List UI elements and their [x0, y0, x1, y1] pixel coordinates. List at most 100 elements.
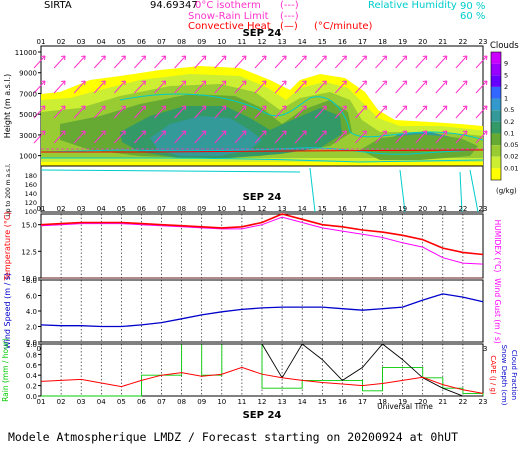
legend-convective-unit: (°C/minute)	[314, 21, 373, 32]
y-tick-label: 8.0	[26, 277, 37, 285]
bottom-hour-tick: 21	[438, 398, 447, 406]
wind-arrow-head	[462, 130, 468, 136]
top-hour-tick: 15	[318, 38, 327, 46]
wind-arrow	[214, 105, 227, 119]
wind-arrow-head	[362, 130, 367, 136]
wind-arrow	[93, 55, 106, 69]
humidex-ylabel: HUMIDEX (°C)	[493, 220, 502, 273]
colorbar-tick: 0.1	[504, 129, 514, 137]
wind-arrow-head	[181, 80, 187, 86]
mid-hour-tick: 01	[37, 205, 46, 213]
wind-arrow	[475, 130, 488, 144]
wind-arrow-head	[362, 55, 367, 61]
wind-arrow	[375, 80, 387, 94]
wind-arrow	[435, 105, 448, 119]
wind-arrow-head	[61, 105, 66, 111]
top-hour-tick: 17	[358, 38, 367, 46]
wind-arrow	[294, 80, 307, 94]
y-tick-label: 5000	[19, 111, 37, 119]
wind-arrow	[314, 130, 327, 144]
wind-arrow-head	[302, 80, 307, 86]
wind-arrow-head	[302, 130, 307, 136]
wind-arrow-head	[221, 130, 227, 136]
colorbar-tick: 0.01	[504, 164, 518, 172]
wind-arrow	[274, 80, 287, 94]
mid-hour-tick: 11	[237, 205, 246, 213]
wind-arrow-head	[422, 55, 428, 61]
wind-arrow-head	[40, 55, 46, 61]
mid-hour-tick: 14	[298, 205, 307, 213]
top-hour-tick: 07	[157, 38, 166, 46]
date-label-bottom: SEP 24	[243, 410, 282, 421]
wind-arrow-head	[462, 80, 468, 86]
wind-arrow	[475, 80, 488, 94]
wind-arrow-head	[221, 80, 227, 86]
wind-arrow-head	[201, 105, 207, 111]
wind-arrow-head	[40, 80, 46, 86]
wind-gust-ylabel: Wind Gust (m / s)	[493, 278, 502, 343]
legend-snow-rain-symbol: (---)	[280, 11, 299, 22]
wind-arrow-head	[141, 105, 146, 111]
bottom-hour-tick: 10	[217, 398, 226, 406]
cloud-ylabel: Height (m a.s.l.)	[3, 74, 12, 139]
date-label-mid: SEP 24	[243, 192, 282, 203]
bottom-hour-tick: 11	[237, 398, 246, 406]
wind-arrow	[134, 105, 146, 119]
top-hour-tick: 11	[237, 38, 246, 46]
wind-arrow-head	[40, 105, 46, 111]
wind-arrow	[194, 130, 207, 144]
wind-arrow-head	[121, 55, 126, 61]
top-hour-tick: 19	[398, 38, 407, 46]
y-tick-label: 11000	[15, 49, 37, 57]
legend-convective: Convective Heat	[188, 21, 271, 32]
bottom-hour-tick: 16	[338, 398, 347, 406]
colorbar-swatch	[491, 145, 501, 157]
colorbar-tick: 0.05	[504, 141, 518, 149]
top-hour-tick: 01	[37, 38, 46, 46]
legend-rh-90: 90 %	[460, 1, 485, 12]
wind-arrow	[73, 105, 86, 119]
colorbar-swatch	[491, 52, 501, 64]
legend-snow-rain: Snow-Rain Limit	[188, 11, 269, 22]
wind-arrow	[274, 105, 287, 119]
wind-arrow	[435, 130, 448, 144]
wind-arrow-head	[40, 130, 46, 136]
snow-depth-line	[41, 343, 484, 397]
wind-arrow-head	[241, 130, 247, 136]
wind-arrow-head	[221, 55, 227, 61]
wind-arrow	[53, 80, 66, 94]
top-hour-tick: 06	[137, 38, 146, 46]
colorbar-swatch	[491, 168, 501, 180]
mid-hour-tick: 07	[157, 205, 166, 213]
cloud-contour	[150, 116, 262, 156]
top-hour-tick: 05	[117, 38, 126, 46]
mid-hour-tick: 20	[418, 205, 427, 213]
bottom-hour-tick: 14	[298, 398, 307, 406]
wind-arrow	[415, 130, 428, 144]
wind-arrow	[33, 80, 46, 94]
wind-arrow	[73, 55, 86, 69]
bottom-hour-tick: 22	[458, 398, 467, 406]
wind-arrow-head	[382, 105, 388, 111]
wind-arrow	[475, 105, 488, 119]
wind-arrow-head	[161, 105, 167, 111]
wind-arrow	[254, 55, 267, 69]
wind-arrow-head	[201, 130, 207, 136]
wind-arrow-head	[141, 130, 146, 136]
wind-arrow-head	[302, 105, 307, 111]
wind-ylabel: Wind Speed (m / s)	[3, 273, 12, 349]
wind-arrow	[415, 55, 428, 69]
wind-arrow	[375, 105, 387, 119]
wind-arrow	[415, 105, 428, 119]
wind-arrow	[194, 55, 207, 69]
y-tick-label: 0.6	[26, 362, 38, 370]
wind-arrow	[274, 130, 287, 144]
wind-arrow	[254, 80, 267, 94]
wind-arrow-head	[442, 55, 448, 61]
wind-arrow-head	[382, 80, 388, 86]
bottom-hour-tick: 02	[57, 398, 66, 406]
rh-line	[119, 93, 484, 141]
wind-arrow	[334, 105, 347, 119]
wind-arrow	[475, 55, 488, 69]
wind-arrow	[53, 105, 66, 119]
